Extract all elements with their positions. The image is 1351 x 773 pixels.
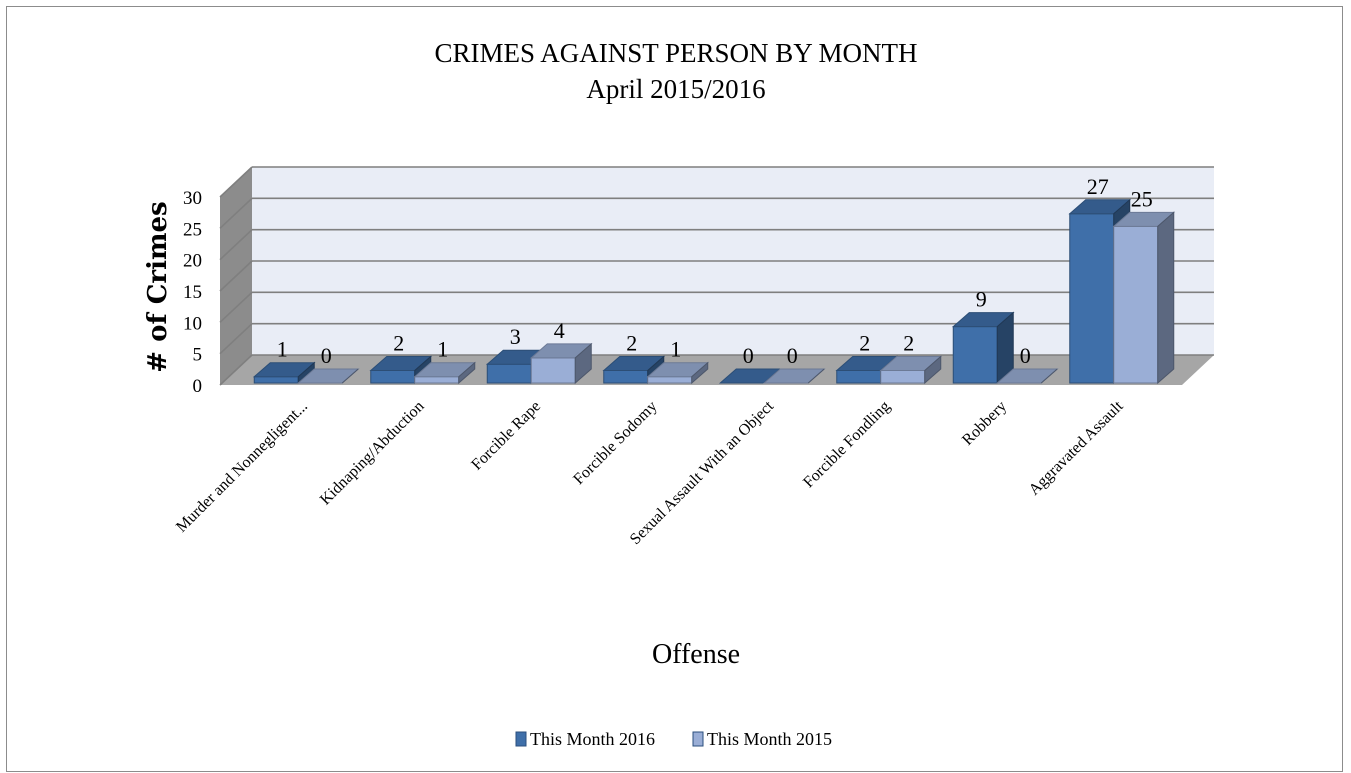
x-category-label: Kidnaping/Abduction <box>317 398 428 509</box>
data-label: 2 <box>393 330 404 355</box>
data-label: 0 <box>1020 343 1031 368</box>
x-category-label: Forcible Fondling <box>800 398 893 491</box>
gridline-side <box>219 260 253 292</box>
bar-side <box>1157 211 1175 385</box>
chart-frame <box>6 6 1343 772</box>
x-categories: Murder and Nonnegligent... Kidnaping/Abdu… <box>173 397 1127 548</box>
x-axis-label: Offense <box>652 639 740 670</box>
y-axis-label: # of Crimes <box>143 201 173 372</box>
bar-front <box>1069 213 1115 384</box>
gridline-side <box>219 291 253 323</box>
bar-side <box>807 368 825 384</box>
data-label: 2 <box>626 330 637 355</box>
bar <box>951 311 1015 385</box>
y-ticks: 0 5 10 15 20 25 30 <box>183 188 202 397</box>
x-category-label: Forcible Sodomy <box>570 398 660 488</box>
y-tick-label: 0 <box>193 376 203 397</box>
legend: This Month 2016 This Month 2015 <box>515 729 832 749</box>
data-label: 2 <box>859 330 870 355</box>
chart-subtitle: April 2015/2016 <box>586 74 765 104</box>
bar-front <box>253 376 299 384</box>
bar <box>413 361 477 385</box>
y-tick-label: 15 <box>183 282 202 303</box>
bar <box>879 355 943 385</box>
data-label: 4 <box>554 318 565 343</box>
legend-label-2015: This Month 2015 <box>707 729 832 749</box>
y-tick-label: 20 <box>183 251 202 272</box>
gridline-side <box>219 166 253 198</box>
data-label: 0 <box>743 343 754 368</box>
data-label: 1 <box>437 337 448 362</box>
bar <box>995 368 1059 384</box>
gridline-side <box>219 354 253 386</box>
bar-front <box>414 376 460 384</box>
bar-side <box>341 368 359 384</box>
floor <box>220 355 1214 385</box>
bar-front <box>880 369 926 384</box>
y-tick-label: 30 <box>183 188 202 209</box>
bars <box>252 198 1176 385</box>
bar-side <box>574 342 592 385</box>
y-tick-label: 5 <box>193 345 203 366</box>
bar-side <box>691 361 709 385</box>
bar-front <box>952 326 998 384</box>
gridline-side <box>219 197 253 229</box>
data-label: 27 <box>1087 174 1109 199</box>
bar-front <box>1113 225 1159 384</box>
bar <box>762 368 826 384</box>
chart-walls <box>220 167 1214 385</box>
bar-front <box>603 369 649 384</box>
bar-front <box>486 363 532 384</box>
data-label: 25 <box>1131 186 1153 211</box>
bar-front <box>530 357 576 384</box>
bar-front <box>370 369 416 384</box>
y-tick-label: 25 <box>183 219 202 240</box>
bar <box>646 361 710 385</box>
x-category-label: Forcible Rape <box>468 398 544 474</box>
chart-title: CRIMES AGAINST PERSON BY MONTH <box>434 38 917 68</box>
data-label: 0 <box>321 343 332 368</box>
x-category-label: Robbery <box>959 398 1010 449</box>
gridline-side <box>219 229 253 261</box>
value-labels: 1 0 2 1 3 4 2 1 0 0 2 2 9 0 27 25 <box>277 174 1153 368</box>
y-tick-label: 10 <box>183 313 202 334</box>
gridlines <box>219 166 1214 386</box>
bar-side <box>1040 368 1058 384</box>
data-label: 3 <box>510 324 521 349</box>
data-label: 1 <box>670 337 681 362</box>
gridline-side <box>219 323 253 355</box>
bar-side <box>924 355 942 385</box>
bar-front <box>647 376 693 384</box>
legend-swatch-2016 <box>515 731 527 747</box>
bar <box>1112 211 1176 385</box>
bar <box>296 368 360 384</box>
data-label: 9 <box>976 287 987 312</box>
data-label: 1 <box>277 337 288 362</box>
legend-label-2016: This Month 2016 <box>530 729 655 749</box>
bar-front <box>836 369 882 384</box>
bar-side <box>458 361 476 385</box>
x-category-label: Murder and Nonnegligent... <box>173 398 311 536</box>
data-label: 2 <box>903 330 914 355</box>
data-label: 0 <box>787 343 798 368</box>
legend-swatch-2015 <box>692 731 704 747</box>
x-category-label: Aggravated Assault <box>1026 397 1127 498</box>
bar <box>529 342 593 385</box>
